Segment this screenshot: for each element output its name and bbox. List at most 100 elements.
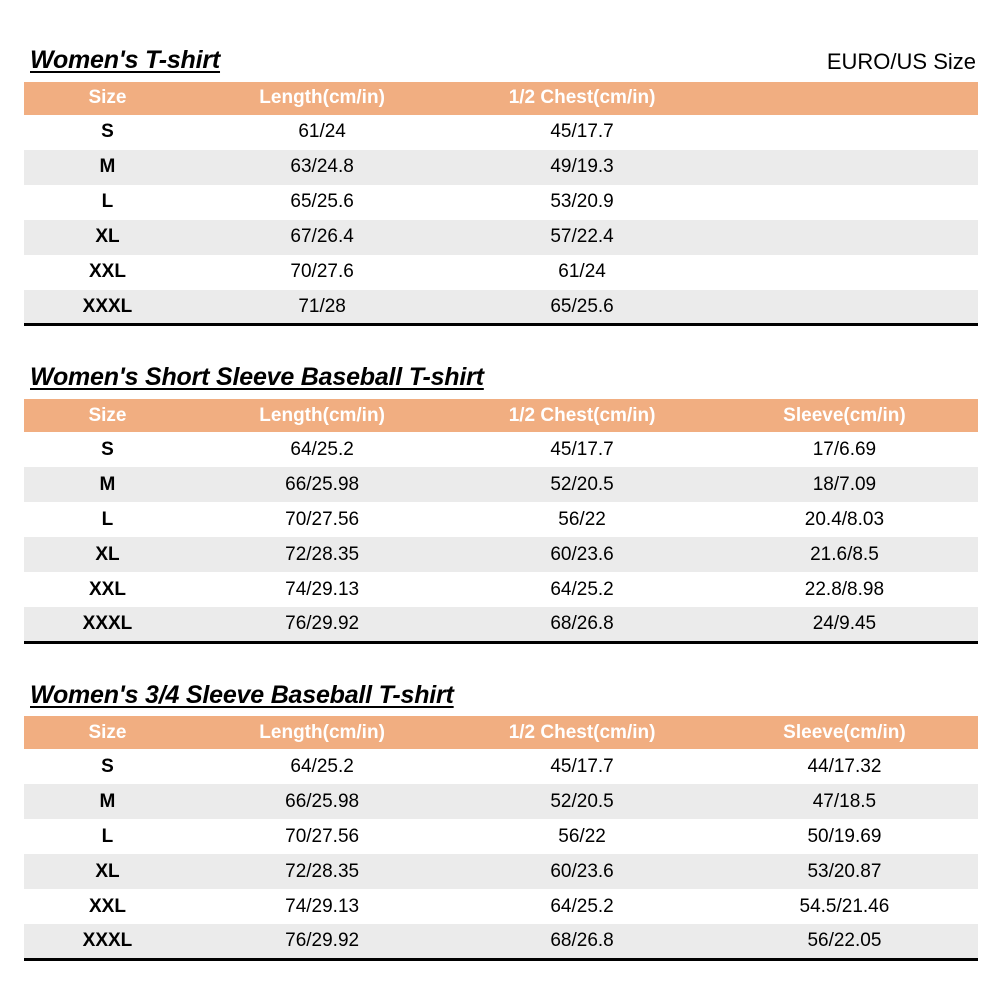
value-cell [711,150,978,185]
value-cell: 18/7.09 [812,473,877,495]
value-cell [711,290,978,325]
size-cell: L [101,508,114,530]
value-cell: 60/23.6 [550,543,614,565]
size-standard-label: EURO/US Size [826,48,976,74]
value-cell: 52/20.5 [550,473,614,495]
value-cell: 76/29.92 [285,612,360,634]
size-cell: S [101,755,114,777]
size-cell: M [99,473,116,495]
size-chart-sheet: Women's T-shirt EURO/US Size Size Length(… [24,46,978,961]
value-cell: 72/28.35 [285,860,360,882]
size-table-womens-tshirt: Size Length(cm/in) 1/2 Chest(cm/in) S 61/24 4… [24,81,978,327]
value-cell: 21.6/8.5 [810,543,879,565]
size-table-short-sleeve-baseball: Size Length(cm/in) 1/2 Chest(cm/in) Sleeve(… [24,399,978,644]
table-row: XXL 74/29.13 64/25.2 54.5/21.46 [24,889,978,924]
value-cell: 53/20.87 [807,860,882,882]
table-row: L 70/27.56 56/22 50/19.69 [24,819,978,854]
value-cell: 57/22.4 [550,226,614,248]
section-header: Women's 3/4 Sleeve Baseball T-shirt [30,681,976,710]
section-short-sleeve-baseball: Women's Short Sleeve Baseball T-shirt Si… [24,363,978,644]
table-row: S 64/25.2 45/17.7 17/6.69 [24,432,978,467]
column-header: Size [24,716,191,750]
column-header: Sleeve(cm/in) [710,716,978,750]
table-row: S 61/24 45/17.7 [24,115,978,150]
value-cell: 56/22.05 [807,930,882,951]
value-cell [711,115,978,150]
value-cell: 63/24.8 [290,156,354,178]
table-row: M 66/25.98 52/20.5 18/7.09 [24,467,978,502]
column-header [710,81,978,115]
value-cell: 47/18.5 [812,790,877,812]
value-cell: 67/26.4 [290,226,354,248]
size-table-three-quarter-sleeve-baseball: Size Length(cm/in) 1/2 Chest(cm/in) Sleeve(… [24,716,978,961]
section-header: Women's T-shirt EURO/US Size [30,46,976,75]
header-row: Size Length(cm/in) 1/2 Chest(cm/in) [24,81,978,115]
value-cell [711,255,978,290]
column-header: Length(cm/in) [190,716,454,750]
value-cell: 68/26.8 [550,612,614,634]
value-cell: 64/25.2 [290,755,354,777]
value-cell: 17/6.69 [812,438,877,460]
value-cell: 70/27.56 [285,825,360,847]
size-cell: XL [95,543,120,565]
section-three-quarter-sleeve-baseball: Women's 3/4 Sleeve Baseball T-shirt Size… [24,681,978,961]
table-row: XXXL 76/29.92 68/26.8 24/9.45 [24,607,978,642]
value-cell: 76/29.92 [285,930,360,951]
table-row: XXXL 71/28 65/25.6 [24,289,978,325]
value-cell: 24/9.45 [812,612,877,634]
value-cell: 68/26.8 [550,930,614,951]
value-cell: 22.8/8.98 [804,578,885,600]
value-cell: 70/27.6 [290,261,354,283]
size-cell: S [101,438,114,460]
column-header: 1/2 Chest(cm/in) [453,399,711,432]
value-cell: 20.4/8.03 [804,508,885,530]
table-row: XXL 74/29.13 64/25.2 22.8/8.98 [24,572,978,607]
size-cell: M [99,790,116,812]
size-cell: XL [95,226,120,248]
header-row: Size Length(cm/in) 1/2 Chest(cm/in) Sleeve(… [24,399,978,432]
value-cell: 66/25.98 [285,790,360,812]
value-cell: 45/17.7 [550,755,614,777]
value-cell: 49/19.3 [550,156,614,178]
value-cell: 45/17.7 [550,121,614,143]
value-cell: 45/17.7 [550,438,614,460]
section-title: Women's T-shirt [30,46,221,74]
value-cell: 50/19.69 [807,825,882,847]
section-header: Women's Short Sleeve Baseball T-shirt [30,363,976,392]
size-cell: XXXL [82,295,133,317]
value-cell: 54.5/21.46 [799,895,890,917]
value-cell: 72/28.35 [285,543,360,565]
size-cell: XXL [88,895,126,917]
value-cell: 64/25.2 [550,578,614,600]
value-cell: 61/24 [558,261,606,283]
value-cell: 64/25.2 [550,895,614,917]
value-cell: 56/22 [558,825,606,847]
column-header: Sleeve(cm/in) [710,399,978,432]
value-cell: 74/29.13 [285,895,360,917]
table-row: L 65/25.6 53/20.9 [24,185,978,220]
table-row: M 63/24.8 49/19.3 [24,149,978,185]
value-cell: 66/25.98 [285,473,360,495]
size-cell: XXL [88,578,126,600]
size-cell: M [99,156,116,178]
column-header: Size [24,81,191,115]
section-title: Women's Short Sleeve Baseball T-shirt [30,363,484,392]
table-row: XXXL 76/29.92 68/26.8 56/22.05 [24,924,978,960]
value-cell: 53/20.9 [550,191,614,213]
value-cell: 70/27.56 [285,508,360,530]
table-row: XXL 70/27.6 61/24 [24,255,978,290]
value-cell: 65/25.6 [550,295,614,317]
column-header: Length(cm/in) [190,81,454,115]
size-cell: L [101,191,114,213]
column-header: Length(cm/in) [190,399,454,432]
table-row: XL 72/28.35 60/23.6 53/20.87 [24,854,978,890]
value-cell: 61/24 [298,121,346,143]
table-row: M 66/25.98 52/20.5 47/18.5 [24,784,978,820]
table-row: S 64/25.2 45/17.7 44/17.32 [24,749,978,784]
value-cell: 64/25.2 [290,438,354,460]
size-cell: S [101,121,114,143]
column-header: Size [24,399,191,432]
size-cell: L [101,825,114,847]
value-cell: 52/20.5 [550,790,614,812]
value-cell: 74/29.13 [285,578,360,600]
